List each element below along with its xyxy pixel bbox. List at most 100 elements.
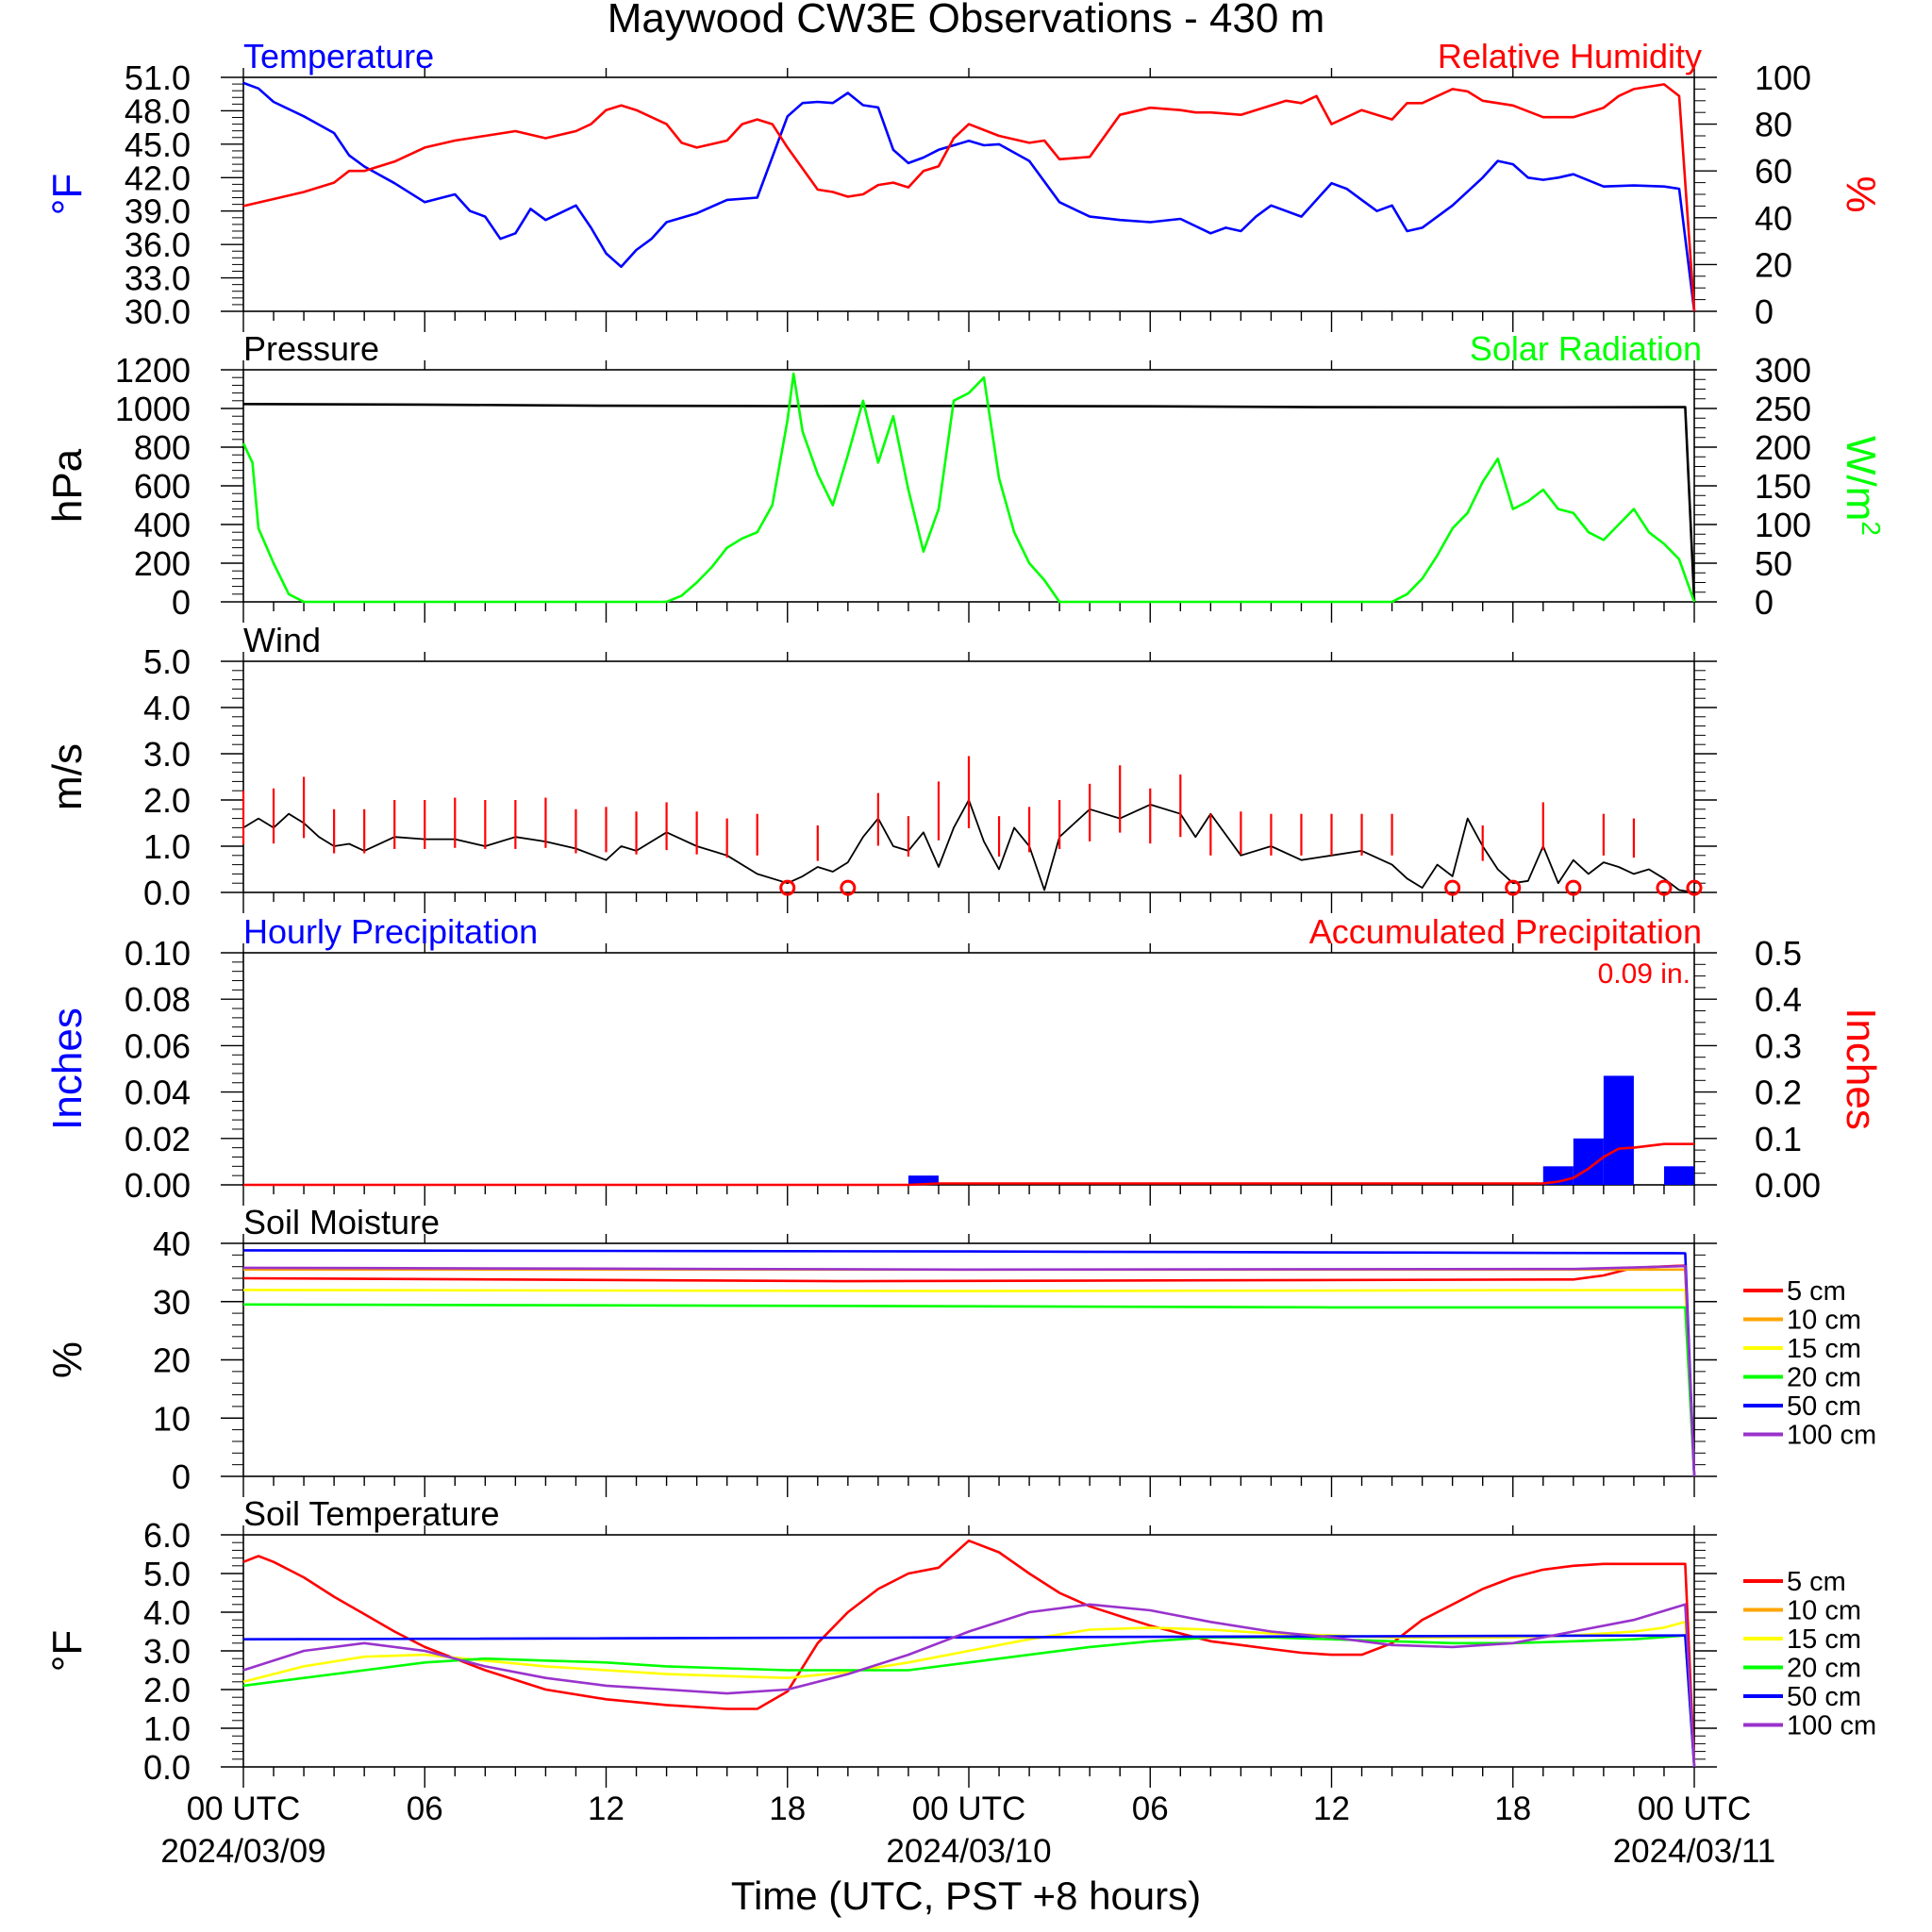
- y-tick-label-left: 3.0: [143, 735, 191, 774]
- y-tick-label-left: 800: [134, 428, 191, 467]
- y-tick-label-right: 0.00: [1755, 1166, 1821, 1205]
- y-tick-label-left: 0.08: [125, 980, 191, 1019]
- y-tick-label-right: 0.1: [1755, 1120, 1802, 1158]
- y-tick-label-left: 0: [172, 583, 191, 622]
- y-tick-label-left: 40: [153, 1224, 191, 1263]
- legend-label: 20 cm: [1787, 1654, 1861, 1684]
- y-tick-label-left: 0.00: [125, 1166, 191, 1205]
- y-tick-label-right: 0.4: [1755, 980, 1802, 1019]
- plot-area: [242, 1539, 1696, 1768]
- y-tick-label-left: 3.0: [143, 1632, 191, 1671]
- time-tick-label: 06: [1132, 1790, 1169, 1827]
- panel-title-left: Wind: [243, 621, 321, 659]
- y-axis-label-right: %: [1838, 175, 1884, 212]
- calm-wind-marker: [779, 879, 796, 896]
- y-tick-label-left: 1000: [115, 390, 191, 428]
- y-tick-label-left: 0.0: [143, 874, 191, 912]
- y-axis-label-left: m/s: [44, 743, 91, 810]
- precip-bar: [908, 1175, 939, 1185]
- time-axis-label: Time (UTC, PST +8 hours): [731, 1874, 1201, 1918]
- y-tick-label-left: 36.0: [125, 225, 191, 264]
- date-label: 2024/03/09: [160, 1833, 325, 1870]
- panel-title-left: Hourly Precipitation: [243, 912, 538, 951]
- legend-label: 5 cm: [1787, 1276, 1846, 1307]
- y-tick-label-left: 0.04: [125, 1074, 191, 1112]
- y-tick-label-right: 20: [1755, 245, 1792, 284]
- figure-title: Maywood CW3E Observations - 430 m: [608, 0, 1325, 42]
- y-tick-label-right: 40: [1755, 199, 1792, 238]
- plot-area: [242, 756, 1695, 893]
- y-tick-label-right: 300: [1755, 351, 1811, 390]
- legend-label: 50 cm: [1787, 1391, 1861, 1422]
- y-tick-label-left: 2.0: [143, 781, 191, 820]
- y-tick-label-right: 0: [1755, 292, 1774, 331]
- y-tick-label-right: 150: [1755, 467, 1811, 506]
- y-axis-label-right: W/m2: [1838, 436, 1886, 536]
- panels: 51.048.045.042.039.036.033.030.010080604…: [44, 37, 1886, 1788]
- accumulated-precip-line: [243, 1142, 1694, 1187]
- precip-bar: [1663, 1166, 1694, 1185]
- y-axis-label-left: °F: [44, 1630, 91, 1672]
- date-label: 2024/03/10: [886, 1833, 1051, 1870]
- y-tick-label-left: 42.0: [125, 158, 191, 197]
- time-tick-label: 00 UTC: [912, 1790, 1026, 1827]
- y-tick-label-left: 0.10: [125, 934, 191, 973]
- panel-pressure_solar: 120010008006004002000300250200150100500P…: [44, 329, 1886, 623]
- y-tick-label-right: 60: [1755, 152, 1792, 191]
- y-tick-label-left: 1200: [115, 351, 191, 390]
- panel-title-left: Temperature: [243, 37, 434, 75]
- time-tick-label: 00 UTC: [187, 1790, 301, 1827]
- plot-area: [243, 1075, 1694, 1187]
- y-tick-label-left: 0: [172, 1457, 191, 1496]
- y-tick-label-right: 80: [1755, 106, 1792, 144]
- y-tick-label-right: 200: [1755, 428, 1811, 467]
- calm-wind-marker: [1444, 879, 1461, 896]
- legend-label: 5 cm: [1787, 1567, 1846, 1597]
- y-axis-label-left: %: [44, 1341, 91, 1378]
- time-tick-label: 18: [769, 1790, 806, 1827]
- legend-label: 15 cm: [1787, 1334, 1861, 1364]
- legend-label: 100 cm: [1787, 1421, 1876, 1451]
- y-tick-label-left: 4.0: [143, 1593, 191, 1632]
- y-tick-label-left: 51.0: [125, 58, 191, 97]
- y-tick-label-left: 5.0: [143, 642, 191, 681]
- panel-temp_rh: 51.048.045.042.039.036.033.030.0 100 80 60 4…: [44, 37, 1884, 332]
- y-tick-label-left: 0.0: [143, 1748, 191, 1787]
- series-line-100cm: [242, 1264, 1696, 1477]
- y-tick-label-left: 400: [134, 506, 191, 544]
- y-tick-label-left: 200: [134, 544, 191, 583]
- y-tick-label-left: 20: [153, 1341, 191, 1380]
- calm-wind-marker: [840, 879, 857, 896]
- y-tick-label-left: 10: [153, 1399, 191, 1438]
- y-tick-label-left: 5.0: [143, 1555, 191, 1593]
- plot-area: [242, 81, 1696, 312]
- y-tick-label-left: 1.0: [143, 827, 191, 866]
- y-tick-label-left: 33.0: [125, 259, 191, 298]
- series-line-1: [242, 372, 1696, 604]
- panel-soil_temp: 6.05.04.03.02.01.00.0 Soil Temperature °F 5…: [44, 1494, 1876, 1788]
- y-tick-label-left: 39.0: [125, 192, 191, 231]
- panel-title-right: Solar Radiation: [1470, 329, 1702, 368]
- y-tick-label-right: 0.3: [1755, 1026, 1802, 1065]
- calm-wind-marker: [1505, 879, 1522, 896]
- panel-precip: 0.10 0.08 0.06 0.04 0.02 0.00 0.5 0.4 0.3 0.2 0.1 0…: [44, 912, 1884, 1206]
- y-tick-label-left: 4.0: [143, 689, 191, 727]
- total-precip-label: 0.09 in.: [1598, 958, 1690, 990]
- time-axis: 00 UTC 06 12 18 00 UTC 06 12 18 00 UTC 2024/03/09…: [160, 1790, 1775, 1870]
- y-tick-label-left: 30: [153, 1283, 191, 1322]
- y-tick-label-left: 600: [134, 467, 191, 506]
- y-tick-label-right: 50: [1755, 544, 1792, 583]
- y-tick-label-left: 0.02: [125, 1120, 191, 1158]
- y-tick-label-right: 250: [1755, 390, 1811, 428]
- calm-wind-marker: [1686, 879, 1703, 896]
- y-axis-label-left: Inches: [44, 1008, 91, 1130]
- y-tick-label-left: 1.0: [143, 1709, 191, 1748]
- panel-title-right: Relative Humidity: [1438, 37, 1702, 75]
- legend-label: 100 cm: [1787, 1711, 1876, 1741]
- series-line-0: [242, 81, 1696, 312]
- y-axis-label-right: Inches: [1838, 1008, 1884, 1130]
- y-tick-label-right: 0.2: [1755, 1074, 1802, 1112]
